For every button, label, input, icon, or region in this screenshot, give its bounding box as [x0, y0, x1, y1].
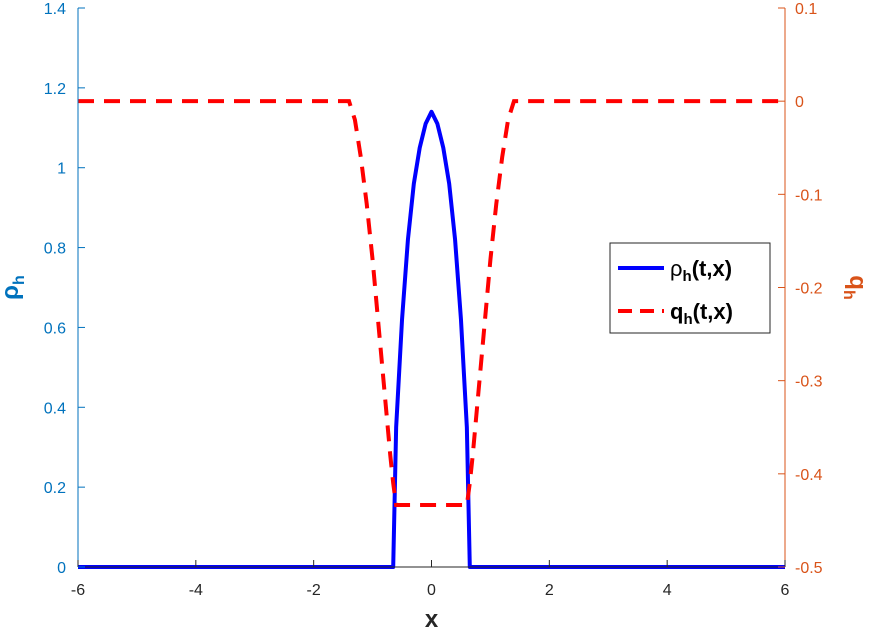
left-y-axis-title-main: ρ [0, 285, 24, 300]
left-y-tick-label: 0.6 [44, 320, 66, 337]
x-tick-label: 2 [545, 582, 554, 599]
series-line-q [78, 99, 785, 508]
legend-label-main: ρ [670, 256, 683, 281]
x-tick-label: 4 [663, 582, 672, 599]
legend-label-q: qh(t,x) [670, 299, 733, 328]
right-y-axis-title-main: q [844, 275, 871, 290]
right-y-tick-label: -0.3 [795, 374, 823, 391]
left-y-tick-label: 1.2 [44, 81, 66, 98]
left-y-tick-label: 1.4 [44, 1, 66, 18]
legend-label-tail: (t,x) [692, 256, 732, 281]
left-y-tick-label: 0.8 [44, 241, 66, 258]
legend-box [609, 242, 771, 334]
series-layer [78, 99, 785, 569]
right-y-axis-title-sub: h [840, 290, 857, 300]
x-axis-title: x [425, 606, 439, 630]
right-y-tick-label: -0.1 [795, 187, 823, 204]
x-tick-label: 6 [781, 582, 790, 599]
x-tick-label: -2 [307, 582, 321, 599]
left-y-tick-label: 0.4 [44, 400, 66, 417]
legend-label-sub: h [683, 268, 692, 285]
series-line-rho [78, 109, 785, 569]
right-y-tick-label: 0.1 [795, 1, 817, 18]
legend-label-sub: h [683, 311, 692, 328]
x-tick-label: 0 [427, 582, 436, 599]
right-y-tick-label: 0 [795, 94, 804, 111]
right-y-tick-label: -0.4 [795, 467, 823, 484]
legend-label-tail: (t,x) [693, 299, 733, 324]
legend-label-rho: ρh(t,x) [670, 256, 732, 285]
legend-label-main: q [670, 299, 683, 324]
left-y-axis-title: ρh [0, 275, 28, 300]
right-y-tick-label: -0.2 [795, 281, 823, 298]
left-y-tick-label: 0 [57, 560, 66, 577]
legend: ρh(t,x)qh(t,x) [609, 242, 771, 334]
x-tick-label: -6 [71, 582, 85, 599]
left-y-tick-label: 0.2 [44, 480, 66, 497]
x-tick-label: -4 [189, 582, 203, 599]
left-y-axis-title-sub: h [11, 275, 28, 285]
left-y-tick-label: 1 [57, 161, 66, 178]
right-y-tick-label: -0.5 [795, 560, 823, 577]
right-y-axis-title: qh [840, 275, 871, 299]
